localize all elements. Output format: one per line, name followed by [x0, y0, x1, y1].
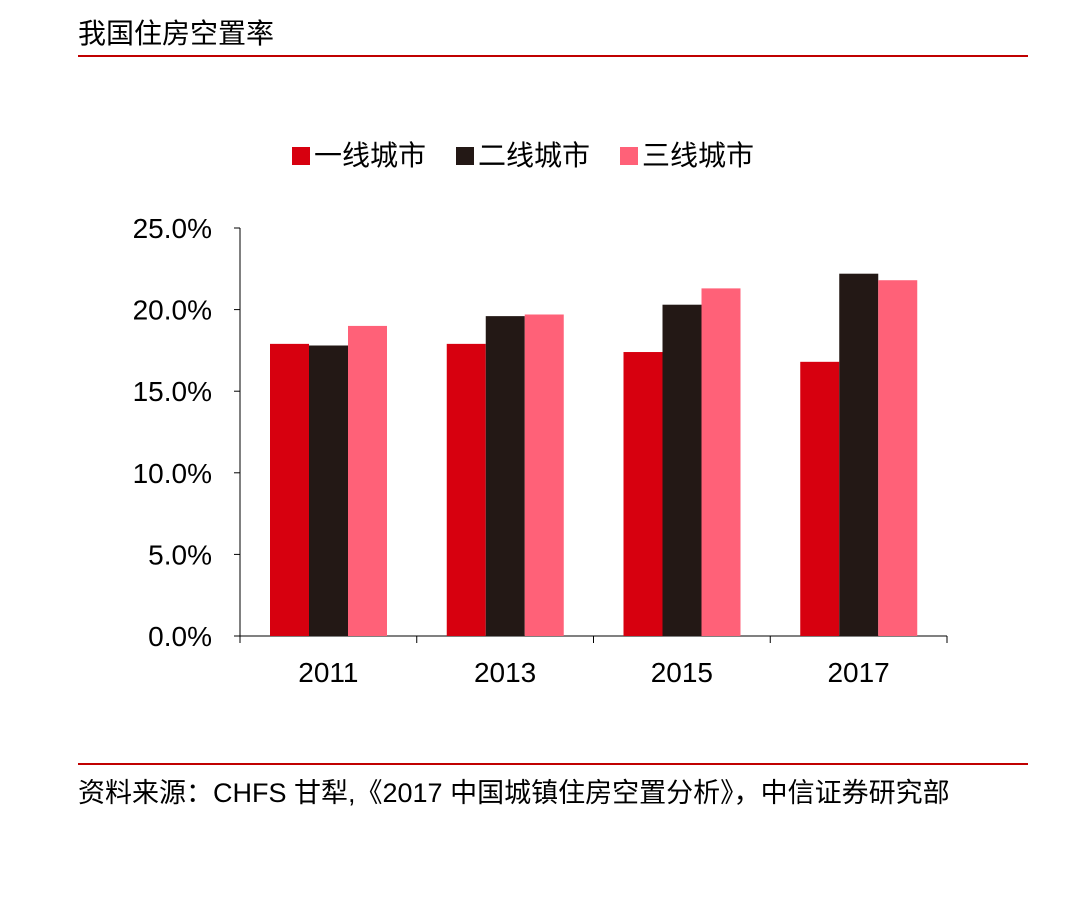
bar-2017-series-3 [878, 280, 918, 636]
legend-swatch-tier1 [292, 147, 310, 165]
legend-swatch-tier2 [456, 147, 475, 165]
bar-2015-series-1 [623, 352, 663, 636]
y-tick-label: 5.0% [148, 539, 212, 570]
legend-item-tier3: 三线城市 [620, 136, 754, 176]
chart-legend: 一线城市 二线城市 三线城市 [292, 136, 754, 176]
bar-2013-series-2 [485, 316, 525, 636]
x-tick-label: 2013 [474, 657, 536, 688]
y-tick-label: 15.0% [133, 376, 212, 407]
page-title: 我国住房空置率 [78, 18, 275, 49]
x-tick-label: 2011 [298, 657, 358, 688]
source-rule [78, 763, 1028, 765]
bar-2017-series-2 [839, 273, 879, 636]
legend-item-tier1: 一线城市 [292, 136, 426, 176]
bar-2017-series-1 [800, 361, 840, 636]
source-note: 资料来源：CHFS 甘犁,《2017 中国城镇住房空置分析》，中信证券研究部 [78, 778, 950, 808]
legend-label-tier3: 三线城市 [642, 140, 755, 171]
bar-2015-series-2 [662, 304, 702, 636]
legend-label-tier1: 一线城市 [314, 140, 427, 171]
x-tick-label: 2017 [827, 657, 889, 688]
title-rule [78, 55, 1028, 57]
legend-item-tier2: 二线城市 [456, 136, 590, 176]
y-tick-label: 25.0% [133, 213, 212, 244]
bar-2011-series-1 [270, 343, 309, 636]
bar-2015-series-3 [701, 288, 741, 636]
bar-2011-series-3 [348, 325, 387, 636]
bar-chart: 0.0% 5.0% 10.0% 15.0% 20.0% 25.0% 2011 2013 2015… [133, 213, 948, 688]
y-tick-label: 0.0% [148, 621, 212, 652]
bar-2011-series-2 [309, 345, 348, 636]
x-tick-label: 2015 [651, 657, 713, 688]
bar-2013-series-3 [524, 314, 564, 636]
legend-label-tier2: 二线城市 [478, 140, 591, 171]
bar-2013-series-1 [446, 343, 486, 636]
legend-swatch-tier3 [620, 147, 639, 165]
y-tick-label: 20.0% [133, 295, 212, 326]
y-tick-label: 10.0% [133, 458, 212, 489]
